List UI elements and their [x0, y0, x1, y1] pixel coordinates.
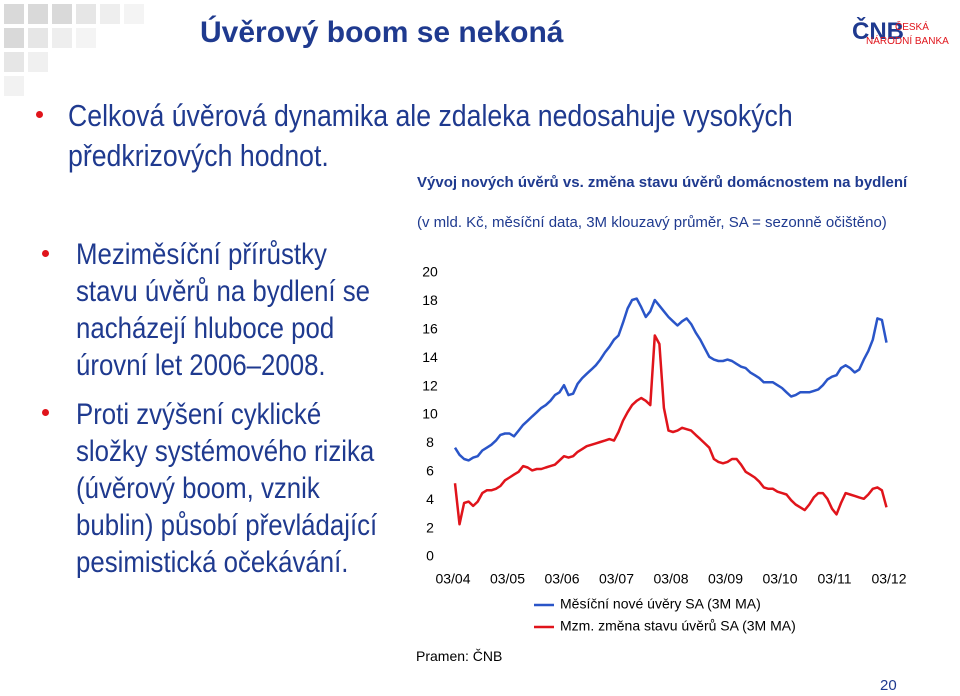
bullet: Meziměsíční přírůstky stavu úvěrů na byd…	[76, 238, 371, 382]
y-tick-label: 2	[426, 519, 434, 535]
bullet-dot	[42, 250, 49, 257]
y-tick-label: 16	[422, 321, 438, 337]
x-tick-label: 03/12	[871, 571, 906, 587]
x-tick-label: 03/08	[653, 571, 688, 587]
y-tick-label: 8	[426, 434, 434, 450]
y-tick-label: 10	[422, 406, 438, 422]
data-line	[453, 334, 888, 526]
logo-mark: ČNB	[852, 18, 904, 45]
x-tick-label: 03/09	[708, 571, 743, 587]
chart-title: Vývoj nových úvěrů vs. změna stavu úvěrů…	[417, 174, 908, 191]
logo-name: ČESKÁ	[895, 22, 929, 33]
bullet-dot	[36, 111, 43, 118]
data-line	[453, 297, 888, 462]
x-tick-label: 03/05	[490, 571, 525, 587]
bullet: Celková úvěrová dynamika ale zdaleka ned…	[68, 98, 793, 173]
y-tick-label: 0	[426, 548, 434, 564]
x-tick-label: 03/04	[435, 571, 470, 587]
source: Pramen: ČNB	[416, 648, 503, 664]
y-tick-label: 18	[422, 292, 438, 308]
y-tick-label: 14	[422, 349, 438, 365]
page-number: 20	[880, 677, 897, 694]
y-tick-label: 20	[422, 264, 438, 280]
y-tick-label: 4	[426, 491, 434, 507]
chart-subtitle: (v mld. Kč, měsíční data, 3M klouzavý pr…	[417, 214, 887, 231]
x-tick-label: 03/10	[762, 571, 797, 587]
y-tick-label: 12	[422, 377, 438, 393]
legend-label: Měsíční nové úvěry SA (3M MA)	[560, 596, 761, 612]
y-tick-label: 6	[426, 463, 434, 479]
x-tick-label: 03/11	[818, 571, 852, 587]
slide-title: Úvěrový boom se nekoná	[200, 16, 564, 49]
bullet-dot	[42, 409, 49, 416]
legend-label: Mzm. změna stavu úvěrů SA (3M MA)	[560, 618, 796, 634]
x-tick-label: 03/06	[544, 571, 579, 587]
decoration	[4, 4, 144, 96]
bullet: Proti zvýšení cyklické složky systémovéh…	[76, 398, 378, 579]
logo-name: NÁRODNÍ BANKA	[866, 36, 949, 47]
x-tick-label: 03/07	[599, 571, 634, 587]
